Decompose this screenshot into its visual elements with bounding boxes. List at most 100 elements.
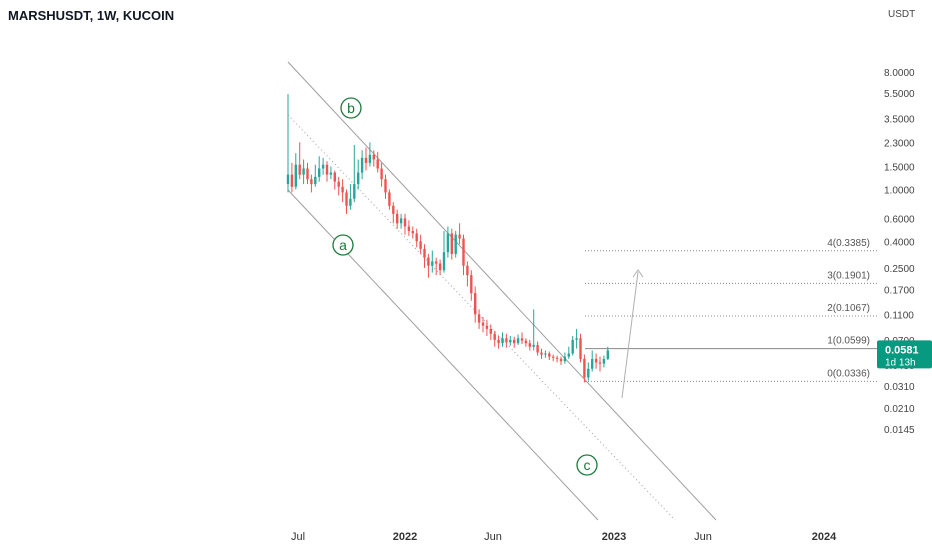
candle-body xyxy=(606,350,609,359)
candle-body xyxy=(493,333,496,340)
candle-body xyxy=(302,168,305,175)
candle-body xyxy=(431,261,434,266)
candle-body xyxy=(396,213,399,224)
channel-median-line xyxy=(287,114,676,521)
candle-body xyxy=(501,338,504,344)
fib-levels: 4(0.3385) 3(0.1901) 2(0.1067) 1(0.0599) 0(0.… xyxy=(585,238,878,399)
candle-body xyxy=(298,164,301,175)
price-tick-label: 0.1100 xyxy=(884,310,914,321)
candle-body xyxy=(513,339,516,344)
candle-body xyxy=(579,338,582,359)
chart-title: MARSHUSDT, 1W, KUCOIN xyxy=(8,8,175,23)
fib-level-label: 0(0.0336) xyxy=(827,368,870,379)
candle-body xyxy=(314,176,317,185)
candle-body xyxy=(470,275,473,294)
candle-body xyxy=(458,234,461,239)
candle-body xyxy=(419,241,422,249)
candle-body xyxy=(489,328,492,334)
currency-label: USDT xyxy=(888,9,915,20)
time-tick-label: Jun xyxy=(484,531,502,543)
wave-labels: a b c xyxy=(332,97,598,476)
candle-body xyxy=(294,164,297,187)
candle-body xyxy=(474,293,477,315)
candle-body xyxy=(497,339,500,344)
time-tick-label: 2024 xyxy=(812,531,837,543)
candle-body xyxy=(563,356,567,362)
candle-body xyxy=(306,168,309,180)
candle-body xyxy=(364,157,368,163)
candle-body xyxy=(446,233,450,253)
candle-body xyxy=(442,252,446,271)
price-tick-label: 0.4000 xyxy=(884,237,915,248)
fib-level-label: 3(0.1901) xyxy=(827,270,870,281)
candle-body xyxy=(427,257,430,266)
candle-body xyxy=(477,314,481,323)
price-tick-label: 5.5000 xyxy=(884,89,915,100)
candle-body xyxy=(372,154,375,160)
candle-body xyxy=(532,344,535,347)
wave-label-text: a xyxy=(339,237,347,253)
candle-body xyxy=(337,181,340,187)
candle-body xyxy=(575,338,578,340)
candle-body xyxy=(333,172,336,182)
wave-label-circle xyxy=(576,454,598,476)
candle-body xyxy=(376,159,379,169)
candle-body xyxy=(368,154,372,163)
price-tick-label: 1.0000 xyxy=(884,186,915,197)
candle-body xyxy=(555,357,559,359)
candle-body xyxy=(341,186,344,193)
candle-body xyxy=(435,261,438,264)
time-tick-label: 2022 xyxy=(393,531,417,543)
projection-arrow-line xyxy=(621,271,639,399)
price-tick-label: 0.1700 xyxy=(884,286,915,297)
candle-body xyxy=(454,234,457,254)
candle-body xyxy=(353,184,356,199)
candle-body xyxy=(524,340,528,344)
time-axis[interactable]: Jul 2022 Jun 2023 Jun 2024 xyxy=(291,531,837,543)
candle-body xyxy=(290,174,294,187)
price-tick-label: 8.0000 xyxy=(884,68,915,79)
candle-body xyxy=(329,172,333,175)
candle-body xyxy=(598,362,602,364)
candle-body xyxy=(357,172,360,185)
price-axis[interactable]: USDT 8.0000 5.5000 3.5000 2.3000 1.5000 1.0000… xyxy=(877,9,932,436)
candle-body xyxy=(509,339,512,343)
candle-body xyxy=(407,226,411,232)
candle-body xyxy=(602,358,606,364)
candle-body xyxy=(310,179,313,185)
candle-body xyxy=(591,358,594,369)
time-tick-label: Jul xyxy=(291,531,305,543)
candle-body xyxy=(286,174,290,185)
candle-body xyxy=(516,338,520,344)
candles xyxy=(286,94,609,383)
price-tick-label: 3.5000 xyxy=(884,115,915,126)
candle-body xyxy=(318,168,321,177)
candle-body xyxy=(450,233,453,254)
candle-body xyxy=(571,339,574,354)
price-tick-label: 0.2500 xyxy=(884,264,915,275)
candle-body xyxy=(520,338,524,341)
candle-body xyxy=(528,343,531,347)
last-price-badge xyxy=(877,340,932,369)
candle-body xyxy=(466,265,469,276)
candle-body xyxy=(567,353,570,357)
fib-level-label: 2(0.1067) xyxy=(827,303,870,314)
price-tick-label: 1.5000 xyxy=(884,163,915,174)
time-tick-label: 2023 xyxy=(602,531,626,543)
candle-body xyxy=(423,248,426,258)
price-tick-label: 2.3000 xyxy=(884,138,915,149)
candle-body xyxy=(360,157,364,173)
channel-lines xyxy=(287,61,717,521)
candle-body xyxy=(583,358,586,378)
candle-body xyxy=(411,231,414,234)
candle-body xyxy=(559,358,563,362)
candle-body xyxy=(388,192,391,206)
candle-body xyxy=(587,368,590,378)
fib-level-label: 4(0.3385) xyxy=(827,238,870,249)
last-price-value: 0.0581 xyxy=(885,344,919,356)
candle-body xyxy=(349,198,352,206)
candle-body xyxy=(536,344,539,353)
candle-body xyxy=(321,164,325,169)
wave-label-text: b xyxy=(347,100,355,116)
